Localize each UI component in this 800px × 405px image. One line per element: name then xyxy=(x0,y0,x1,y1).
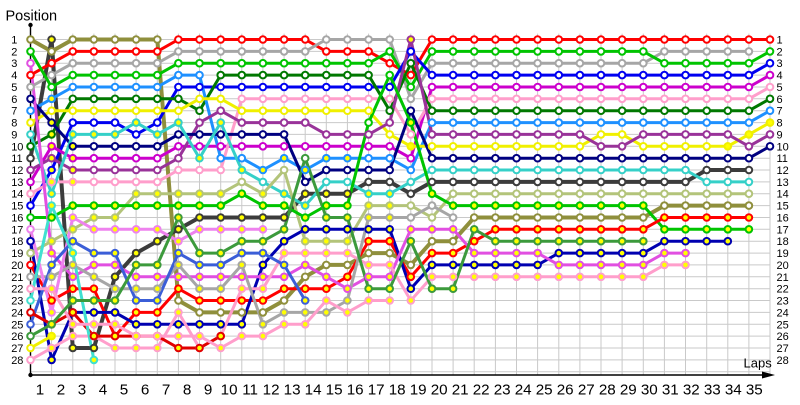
svg-text:17: 17 xyxy=(11,224,23,236)
svg-text:6: 6 xyxy=(777,94,783,106)
svg-text:18: 18 xyxy=(777,236,789,248)
svg-text:1: 1 xyxy=(36,382,44,399)
svg-text:13: 13 xyxy=(777,177,789,189)
svg-text:5: 5 xyxy=(11,82,17,94)
svg-text:25: 25 xyxy=(777,319,789,331)
svg-text:14: 14 xyxy=(11,189,23,201)
svg-text:13: 13 xyxy=(11,177,23,189)
svg-text:16: 16 xyxy=(11,213,23,225)
svg-text:35: 35 xyxy=(746,382,763,399)
svg-text:23: 23 xyxy=(11,296,23,308)
svg-text:8: 8 xyxy=(777,118,783,130)
svg-text:30: 30 xyxy=(641,382,658,399)
svg-text:28: 28 xyxy=(11,355,23,367)
svg-text:2: 2 xyxy=(57,382,65,399)
svg-text:22: 22 xyxy=(473,382,490,399)
svg-text:17: 17 xyxy=(368,382,385,399)
svg-text:20: 20 xyxy=(431,382,448,399)
svg-text:18: 18 xyxy=(389,382,406,399)
svg-text:24: 24 xyxy=(11,307,23,319)
svg-text:15: 15 xyxy=(11,201,23,213)
svg-text:21: 21 xyxy=(777,272,789,284)
svg-text:11: 11 xyxy=(777,153,788,165)
svg-text:8: 8 xyxy=(183,382,191,399)
svg-text:Position: Position xyxy=(6,9,58,25)
svg-text:6: 6 xyxy=(11,94,17,106)
svg-text:28: 28 xyxy=(599,382,616,399)
svg-text:27: 27 xyxy=(777,343,789,355)
svg-text:24: 24 xyxy=(777,307,789,319)
svg-text:15: 15 xyxy=(326,382,343,399)
svg-text:27: 27 xyxy=(578,382,595,399)
svg-text:3: 3 xyxy=(11,58,17,70)
svg-text:9: 9 xyxy=(204,382,212,399)
svg-text:3: 3 xyxy=(78,382,86,399)
svg-text:16: 16 xyxy=(777,213,789,225)
svg-text:12: 12 xyxy=(777,165,789,177)
svg-text:29: 29 xyxy=(620,382,637,399)
svg-text:21: 21 xyxy=(452,382,469,399)
svg-text:10: 10 xyxy=(777,141,789,153)
svg-text:17: 17 xyxy=(777,224,789,236)
svg-text:4: 4 xyxy=(99,382,107,399)
svg-text:27: 27 xyxy=(11,343,23,355)
svg-text:10: 10 xyxy=(221,382,238,399)
svg-text:19: 19 xyxy=(11,248,23,260)
svg-text:24: 24 xyxy=(515,382,532,399)
svg-text:1: 1 xyxy=(777,35,783,47)
svg-text:4: 4 xyxy=(777,70,783,82)
svg-text:6: 6 xyxy=(141,382,149,399)
svg-text:23: 23 xyxy=(777,296,789,308)
svg-text:26: 26 xyxy=(777,331,789,343)
svg-text:5: 5 xyxy=(120,382,128,399)
svg-text:12: 12 xyxy=(263,382,280,399)
svg-text:10: 10 xyxy=(11,141,23,153)
svg-text:32: 32 xyxy=(683,382,700,399)
svg-text:20: 20 xyxy=(777,260,789,272)
svg-text:18: 18 xyxy=(11,236,23,248)
svg-text:9: 9 xyxy=(11,129,17,141)
svg-text:21: 21 xyxy=(11,272,23,284)
svg-text:22: 22 xyxy=(777,284,789,296)
svg-text:16: 16 xyxy=(347,382,364,399)
svg-text:31: 31 xyxy=(662,382,679,399)
svg-text:14: 14 xyxy=(305,382,322,399)
svg-text:26: 26 xyxy=(557,382,574,399)
svg-text:22: 22 xyxy=(11,284,23,296)
svg-text:34: 34 xyxy=(725,382,742,399)
svg-text:11: 11 xyxy=(242,382,258,399)
svg-text:7: 7 xyxy=(11,106,17,118)
svg-text:2: 2 xyxy=(777,46,783,58)
svg-text:8: 8 xyxy=(11,118,17,130)
svg-text:4: 4 xyxy=(11,70,17,82)
svg-text:Laps: Laps xyxy=(744,356,773,371)
svg-text:11: 11 xyxy=(11,153,22,165)
svg-text:7: 7 xyxy=(162,382,170,399)
svg-text:33: 33 xyxy=(704,382,721,399)
svg-text:5: 5 xyxy=(777,82,783,94)
svg-text:3: 3 xyxy=(777,58,783,70)
svg-text:25: 25 xyxy=(11,319,23,331)
svg-text:13: 13 xyxy=(284,382,301,399)
svg-text:2: 2 xyxy=(11,46,17,58)
svg-text:19: 19 xyxy=(410,382,427,399)
svg-text:25: 25 xyxy=(536,382,553,399)
svg-text:15: 15 xyxy=(777,201,789,213)
svg-text:12: 12 xyxy=(11,165,23,177)
svg-text:23: 23 xyxy=(494,382,511,399)
svg-text:19: 19 xyxy=(777,248,789,260)
svg-text:26: 26 xyxy=(11,331,23,343)
svg-text:14: 14 xyxy=(777,189,789,201)
svg-text:28: 28 xyxy=(777,355,789,367)
svg-text:7: 7 xyxy=(777,106,783,118)
svg-text:1: 1 xyxy=(11,35,17,47)
svg-text:9: 9 xyxy=(777,129,783,141)
svg-text:20: 20 xyxy=(11,260,23,272)
